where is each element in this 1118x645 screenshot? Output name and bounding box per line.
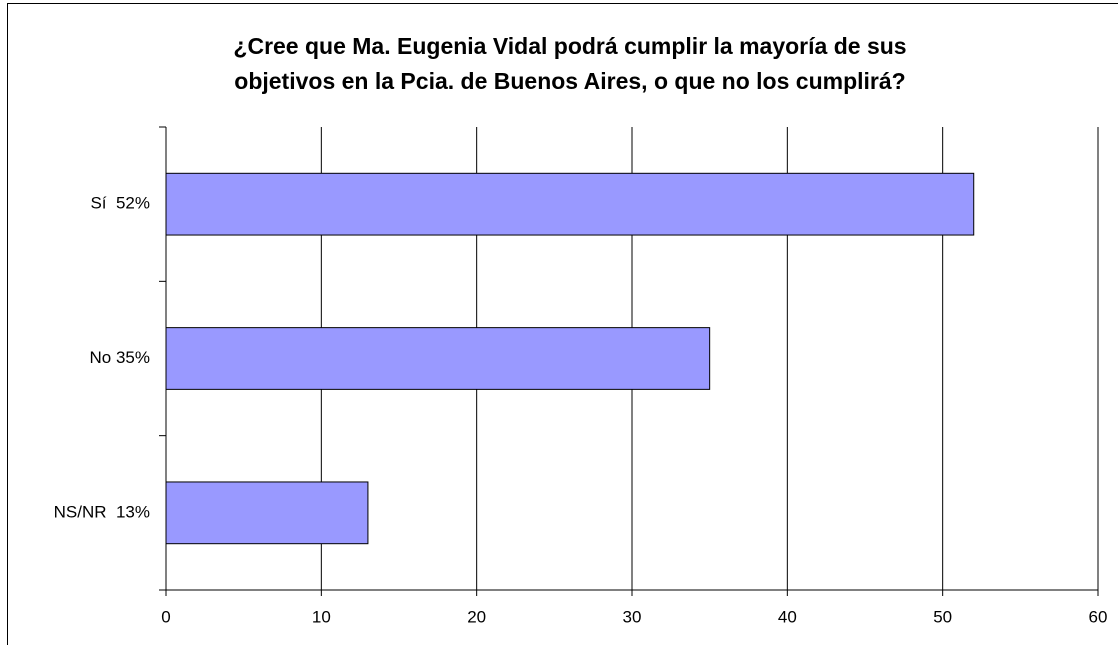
chart-border bbox=[7, 3, 1118, 645]
y-tick-label: No 35% bbox=[90, 348, 150, 367]
y-tick-label: NS/NR 13% bbox=[54, 502, 150, 521]
x-tick-label: 50 bbox=[933, 607, 952, 626]
x-tick-label: 60 bbox=[1089, 607, 1108, 626]
y-tick-label: Sí 52% bbox=[90, 194, 150, 213]
x-tick-label: 40 bbox=[778, 607, 797, 626]
bar bbox=[165, 172, 975, 236]
x-tick-label: 10 bbox=[312, 607, 331, 626]
chart-title: objetivos en la Pcia. de Buenos Aires, o… bbox=[234, 68, 905, 94]
x-tick-label: 30 bbox=[623, 607, 642, 626]
bar bbox=[165, 481, 369, 545]
x-tick-label: 0 bbox=[161, 607, 170, 626]
chart-title: ¿Cree que Ma. Eugenia Vidal podrá cumpli… bbox=[233, 33, 906, 59]
x-tick-label: 20 bbox=[467, 607, 486, 626]
bar bbox=[165, 327, 711, 390]
